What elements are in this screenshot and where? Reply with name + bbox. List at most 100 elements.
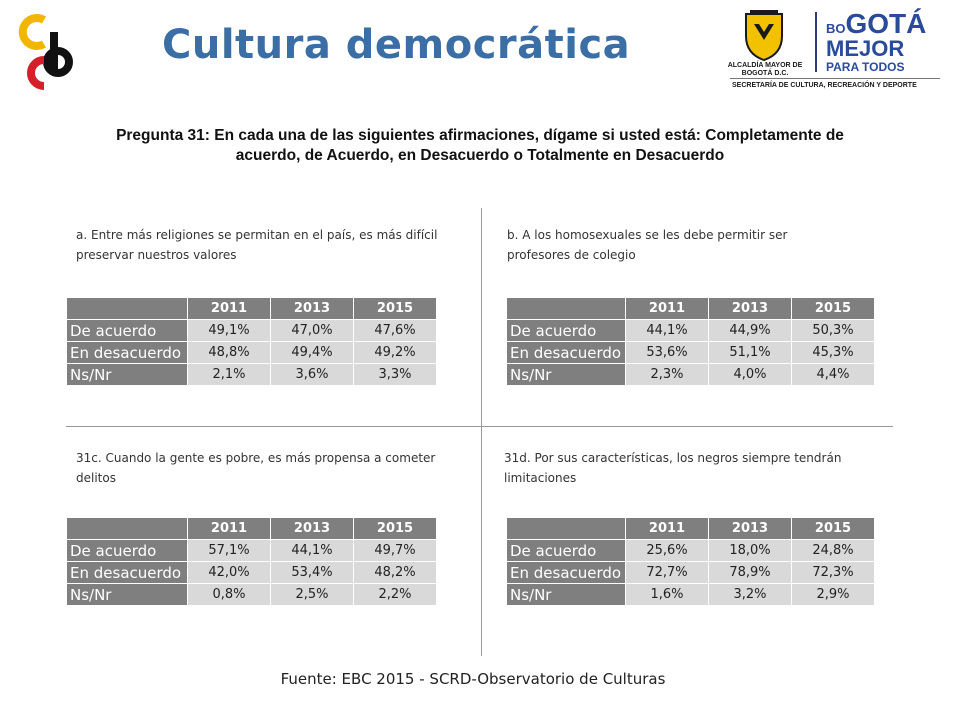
- cell-value: 53,4%: [270, 561, 354, 584]
- table-corner-cell: [506, 297, 626, 320]
- col-2011: 2011: [625, 297, 709, 320]
- logo-rule: [730, 78, 940, 79]
- panel-d-table: 2011 2013 2015 De acuerdo 25,6% 18,0% 24…: [506, 517, 875, 606]
- row-label: De acuerdo: [66, 319, 188, 342]
- cell-value: 4,4%: [791, 363, 875, 386]
- row-label: Ns/Nr: [506, 583, 626, 606]
- table-header-row: 2011 2013 2015: [66, 297, 437, 320]
- logo-red-arc: [27, 56, 45, 90]
- table-corner-cell: [66, 297, 188, 320]
- cell-value: 44,1%: [625, 319, 709, 342]
- cell-value: 53,6%: [625, 341, 709, 364]
- cell-value: 4,0%: [708, 363, 792, 386]
- panel-b-caption: b. A los homosexuales se les debe permit…: [507, 228, 788, 262]
- cell-value: 2,9%: [791, 583, 875, 606]
- question-text: Pregunta 31: En cada una de las siguient…: [116, 127, 844, 164]
- row-label: Ns/Nr: [66, 363, 188, 386]
- cell-value: 49,2%: [353, 341, 437, 364]
- cell-value: 72,3%: [791, 561, 875, 584]
- secretaria-text: SECRETARÍA DE CULTURA, RECREACIÓN Y DEPO…: [732, 82, 917, 89]
- cell-value: 47,6%: [353, 319, 437, 342]
- cell-value: 2,3%: [625, 363, 709, 386]
- table-header-row: 2011 2013 2015: [506, 517, 875, 540]
- table-row: Ns/Nr 2,3% 4,0% 4,4%: [506, 363, 875, 386]
- table-row: En desacuerdo 42,0% 53,4% 48,2%: [66, 561, 437, 584]
- cell-value: 3,3%: [353, 363, 437, 386]
- alcaldia-text: ALCALDÍA MAYOR DE BOGOTÁ D.C.: [727, 62, 803, 77]
- table-row: Ns/Nr 0,8% 2,5% 2,2%: [66, 583, 437, 606]
- page-title: Cultura democrática: [162, 22, 631, 68]
- table-row: De acuerdo 25,6% 18,0% 24,8%: [506, 539, 875, 562]
- panel-b-table: 2011 2013 2015 De acuerdo 44,1% 44,9% 50…: [506, 297, 875, 386]
- col-2013: 2013: [270, 517, 354, 540]
- table-row: En desacuerdo 48,8% 49,4% 49,2%: [66, 341, 437, 364]
- row-label: Ns/Nr: [506, 363, 626, 386]
- cell-value: 2,2%: [353, 583, 437, 606]
- row-label: En desacuerdo: [506, 561, 626, 584]
- table-corner-cell: [66, 517, 188, 540]
- cell-value: 2,1%: [187, 363, 271, 386]
- horizontal-divider: [66, 426, 893, 427]
- alcaldia-logo: ALCALDÍA MAYOR DE BOGOTÁ D.C. BOGOTÁ MEJ…: [722, 6, 942, 92]
- cell-value: 2,5%: [270, 583, 354, 606]
- vertical-divider: [481, 208, 482, 656]
- table-corner-cell: [506, 517, 626, 540]
- col-2015: 2015: [791, 517, 875, 540]
- table-row: De acuerdo 44,1% 44,9% 50,3%: [506, 319, 875, 342]
- panel-d-caption: 31d. Por sus características, los negros…: [504, 451, 842, 485]
- cell-value: 48,2%: [353, 561, 437, 584]
- cell-value: 49,7%: [353, 539, 437, 562]
- logo-b-bowl: [43, 47, 73, 77]
- row-label: De acuerdo: [506, 319, 626, 342]
- cell-value: 72,7%: [625, 561, 709, 584]
- para-todos-text: PARA TODOS: [826, 60, 905, 74]
- cell-value: 0,8%: [187, 583, 271, 606]
- panel-a-table: 2011 2013 2015 De acuerdo 49,1% 47,0% 47…: [66, 297, 437, 386]
- cell-value: 51,1%: [708, 341, 792, 364]
- panel-c-table: 2011 2013 2015 De acuerdo 57,1% 44,1% 49…: [66, 517, 437, 606]
- cell-value: 49,4%: [270, 341, 354, 364]
- cultura-logo: [18, 14, 73, 90]
- row-label: De acuerdo: [506, 539, 626, 562]
- bogota-wordmark: BOGOTÁ: [826, 10, 926, 43]
- row-label: Ns/Nr: [66, 583, 188, 606]
- cell-value: 1,6%: [625, 583, 709, 606]
- cell-value: 44,9%: [708, 319, 792, 342]
- table-row: De acuerdo 57,1% 44,1% 49,7%: [66, 539, 437, 562]
- cell-value: 57,1%: [187, 539, 271, 562]
- row-label: En desacuerdo: [66, 561, 188, 584]
- col-2013: 2013: [708, 517, 792, 540]
- row-label: En desacuerdo: [506, 341, 626, 364]
- cell-value: 48,8%: [187, 341, 271, 364]
- table-row: En desacuerdo 53,6% 51,1% 45,3%: [506, 341, 875, 364]
- col-2015: 2015: [353, 297, 437, 320]
- table-row: En desacuerdo 72,7% 78,9% 72,3%: [506, 561, 875, 584]
- logo-divider: [815, 12, 817, 72]
- cell-value: 42,0%: [187, 561, 271, 584]
- cell-value: 3,2%: [708, 583, 792, 606]
- cell-value: 49,1%: [187, 319, 271, 342]
- col-2013: 2013: [270, 297, 354, 320]
- row-label: De acuerdo: [66, 539, 188, 562]
- col-2015: 2015: [353, 517, 437, 540]
- cell-value: 25,6%: [625, 539, 709, 562]
- bogota-main: GOTÁ: [845, 8, 927, 39]
- table-header-row: 2011 2013 2015: [506, 297, 875, 320]
- cell-value: 50,3%: [791, 319, 875, 342]
- col-2013: 2013: [708, 297, 792, 320]
- table-row: Ns/Nr 1,6% 3,2% 2,9%: [506, 583, 875, 606]
- cell-value: 24,8%: [791, 539, 875, 562]
- coat-of-arms-icon: [745, 10, 783, 62]
- cell-value: 44,1%: [270, 539, 354, 562]
- panel-a-caption: a. Entre más religiones se permitan en e…: [76, 228, 438, 262]
- source-footnote: Fuente: EBC 2015 - SCRD-Observatorio de …: [280, 670, 666, 688]
- col-2015: 2015: [791, 297, 875, 320]
- table-row: De acuerdo 49,1% 47,0% 47,6%: [66, 319, 437, 342]
- col-2011: 2011: [187, 517, 271, 540]
- cell-value: 3,6%: [270, 363, 354, 386]
- cell-value: 78,9%: [708, 561, 792, 584]
- bogota-prefix: BO: [826, 21, 846, 36]
- cell-value: 18,0%: [708, 539, 792, 562]
- table-header-row: 2011 2013 2015: [66, 517, 437, 540]
- logo-yellow-arc: [18, 14, 47, 50]
